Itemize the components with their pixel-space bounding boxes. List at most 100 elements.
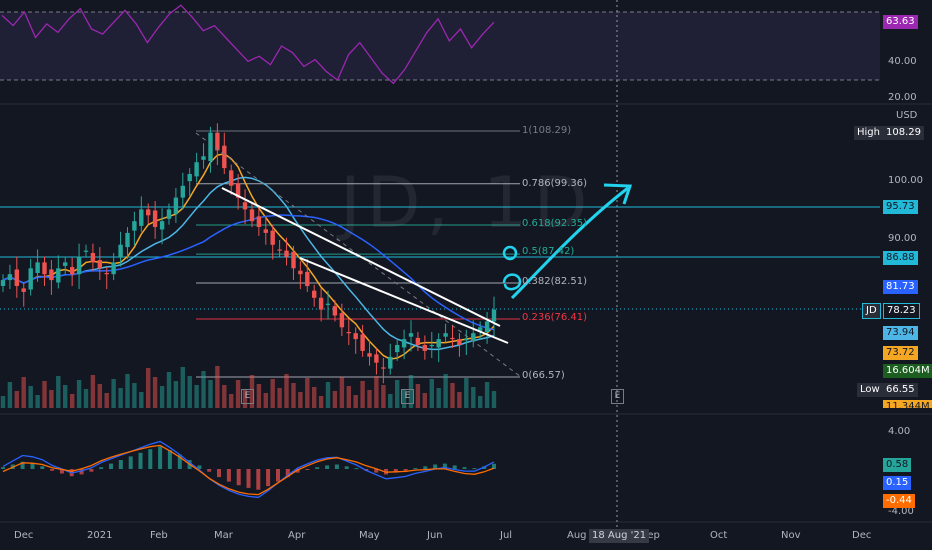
marker-circle[interactable]: [502, 245, 518, 261]
macd-histogram-bar: [226, 469, 231, 482]
volume-bar: [132, 383, 137, 408]
candle-body: [173, 197, 179, 215]
macd-histogram-bar: [334, 464, 339, 469]
candle-body: [42, 262, 47, 275]
candle-body: [187, 174, 192, 182]
candle-body: [332, 306, 338, 316]
candle-body: [194, 162, 199, 177]
macd-histogram-bar: [344, 466, 349, 469]
projection-arrow[interactable]: [510, 186, 629, 300]
candle-body: [28, 268, 33, 290]
macd-histogram-bar: [177, 454, 182, 469]
macd-histogram-bar: [246, 469, 251, 488]
volume-bar: [422, 393, 427, 408]
marker-curve[interactable]: [502, 273, 522, 291]
date-tick: Nov: [781, 530, 801, 541]
volume-bar: [256, 384, 262, 408]
earnings-marker[interactable]: E: [401, 389, 414, 404]
level-badge-95-73: 95.73: [883, 200, 918, 214]
candle-body: [484, 321, 490, 332]
candle-body: [222, 145, 227, 169]
macd-histogram-bar: [256, 469, 261, 490]
macd-signal-line: [2, 444, 495, 496]
volume-bar: [201, 371, 206, 408]
volume-bar: [277, 388, 282, 408]
candle-body: [415, 337, 421, 345]
volume-bar: [291, 383, 296, 408]
earnings-marker[interactable]: E: [241, 389, 254, 404]
price-tick: 90.00: [888, 233, 917, 244]
candle-body: [49, 269, 54, 281]
candle-body: [429, 345, 434, 347]
volume-ma-badge: 11.344M: [883, 400, 932, 408]
volume-bar: [125, 374, 130, 408]
macd-histogram-bar: [295, 469, 300, 473]
candle-body: [263, 229, 268, 233]
trendline-1[interactable]: [221, 187, 501, 327]
candle-body: [367, 353, 372, 357]
macd-histogram-bar: [442, 463, 447, 469]
candle-body: [305, 271, 310, 287]
candle-body: [443, 333, 448, 337]
macd-signal-badge: -0.44: [883, 494, 915, 508]
candle-body: [70, 267, 75, 275]
volume-bar: [284, 374, 289, 408]
volume-bar: [0, 396, 6, 408]
macd-line-badge: 0.15: [883, 476, 912, 490]
volume-bar: [491, 391, 497, 408]
volume-bar: [111, 379, 116, 408]
symbol-watermark: JD, 1D: [340, 162, 594, 244]
volume-bar: [443, 374, 448, 408]
candle-body: [208, 132, 213, 161]
date-tick: 2021: [87, 530, 113, 541]
volume-bar: [49, 390, 54, 408]
fib-label-0618: 0.618(92.35): [522, 218, 588, 229]
macd-histogram-bar: [40, 466, 45, 469]
candle-body: [201, 156, 206, 160]
volume-bar: [166, 372, 172, 408]
volume-bar: [415, 384, 421, 408]
macd-histogram-bar: [148, 449, 153, 469]
ma-orange-line: [2, 153, 495, 360]
candle-body: [450, 337, 455, 340]
macd-histogram-bar: [472, 468, 477, 470]
macd-hist-badge: 0.58: [883, 458, 912, 472]
candle-body: [395, 345, 400, 353]
date-tick: Aug: [567, 530, 587, 541]
macd-histogram-bar: [99, 467, 104, 469]
candle-body: [436, 339, 441, 348]
volume-bar: [7, 382, 13, 408]
candle-body: [56, 268, 61, 283]
volume-bar: [374, 376, 379, 408]
volume-bar: [464, 378, 469, 408]
earnings-marker[interactable]: E: [611, 389, 624, 404]
fib-label-0236: 0.236(76.41): [522, 312, 588, 323]
macd-histogram-bar: [285, 469, 290, 478]
trendline-2[interactable]: [299, 257, 509, 344]
candle-body: [180, 185, 185, 198]
candle-body: [166, 209, 172, 219]
candle-body: [63, 262, 68, 266]
macd-histogram-bar: [1, 467, 5, 469]
volume-bar: [14, 391, 19, 408]
volume-bar: [325, 382, 331, 408]
date-tick: Feb: [150, 530, 168, 541]
rsi-tick: 40.00: [888, 56, 917, 67]
candle-body: [464, 339, 469, 341]
macd-histogram-bar: [50, 469, 55, 471]
volume-bar: [28, 386, 33, 408]
macd-histogram-bar: [403, 469, 408, 471]
volume-bar: [298, 392, 303, 408]
volume-bar: [305, 378, 310, 408]
volume-bar: [381, 385, 386, 408]
volume-bar: [450, 383, 455, 408]
candle-body: [401, 339, 407, 348]
volume-badge: 16.604M: [883, 364, 932, 378]
candle-body: [381, 367, 386, 369]
macd-histogram-bar: [462, 467, 467, 469]
volume-bar: [235, 380, 241, 408]
volume-bar: [139, 392, 144, 408]
macd-histogram-bar: [167, 450, 172, 469]
date-tick: Dec: [14, 530, 34, 541]
